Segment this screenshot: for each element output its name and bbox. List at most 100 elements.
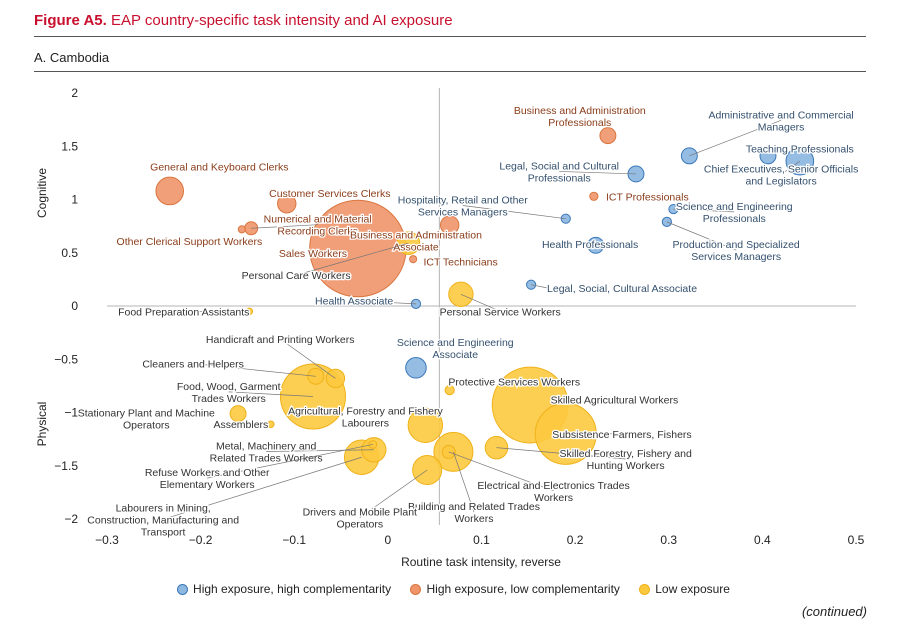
leader-line bbox=[251, 224, 318, 229]
y-axis-title-bottom: Physical bbox=[35, 402, 49, 447]
x-tick-label: 0.4 bbox=[754, 533, 771, 547]
point-label-line: Building and Related Trades bbox=[408, 501, 540, 513]
point-label-line: Science and Engineering bbox=[397, 337, 514, 349]
y-tick-label: 1.5 bbox=[61, 139, 78, 153]
point-label-line: Transport bbox=[141, 526, 186, 538]
point-label-line: Operators bbox=[336, 519, 383, 531]
point-label: Food, Wood, Garment Trades Workers bbox=[177, 381, 281, 405]
x-tick-label: 0.1 bbox=[473, 533, 490, 547]
point-label: Metal, Machinery and Related Trades Worke… bbox=[210, 441, 323, 465]
leader-line bbox=[266, 449, 374, 452]
bubble-point bbox=[599, 127, 617, 145]
bubble-point bbox=[589, 191, 599, 201]
leader-line bbox=[673, 208, 735, 213]
leader-line bbox=[359, 469, 428, 518]
point-label-line: ICT Professionals bbox=[606, 191, 689, 203]
figure-title: Figure A5. EAP country-specific task int… bbox=[34, 12, 453, 29]
bubble-point bbox=[444, 385, 455, 396]
point-label-line: Stationary Plant and Machine bbox=[78, 408, 215, 420]
y-axis-title-top: Cognitive bbox=[35, 168, 49, 218]
x-axis-title: Routine task intensity, reverse bbox=[401, 555, 561, 569]
point-label-line: Food Preparation Assistants bbox=[118, 306, 249, 318]
point-label: Production and Specialized Services Manag… bbox=[673, 239, 800, 263]
point-label: Other Clerical Support Workers bbox=[117, 236, 263, 248]
leader-line bbox=[280, 338, 336, 379]
point-label: Handicraft and Printing Workers bbox=[206, 334, 355, 346]
leader-line bbox=[296, 242, 409, 276]
point-label: Labourers in Mining, Construction, Manufa… bbox=[87, 502, 239, 538]
x-tick-label: 0.5 bbox=[848, 533, 865, 547]
point-label: Sales Workers bbox=[279, 248, 347, 260]
point-label: ICT Professionals bbox=[606, 191, 689, 203]
bubble-point bbox=[560, 213, 571, 224]
point-label-line: and Legislators bbox=[745, 176, 816, 188]
x-tick-label: 0.2 bbox=[567, 533, 584, 547]
legend-swatch-high-comp bbox=[177, 583, 189, 595]
point-label-line: Skilled Forestry, Fishery and bbox=[560, 448, 692, 460]
x-tick-label: 0.3 bbox=[660, 533, 677, 547]
point-label-line: Skilled Agricultural Workers bbox=[551, 395, 679, 407]
point-label-line: Labourers bbox=[342, 417, 389, 429]
point-label: Legal, Social, Cultural Associate bbox=[547, 283, 697, 295]
point-label: Stationary Plant and Machine Operators bbox=[78, 408, 215, 432]
point-label-line: Associate bbox=[393, 242, 439, 254]
point-label-line: Assemblers bbox=[213, 419, 268, 431]
figure-label: Figure A5. bbox=[34, 12, 107, 29]
point-label-line: Health Professionals bbox=[542, 239, 638, 251]
bubble-point bbox=[439, 215, 460, 235]
continued-note: (continued) bbox=[801, 604, 867, 619]
point-label: Science and Engineering Associate bbox=[397, 337, 514, 361]
leader-line bbox=[163, 456, 362, 520]
point-label-line: Construction, Manufacturing and bbox=[87, 514, 239, 526]
point-label-line: Sales Workers bbox=[279, 248, 347, 260]
y-tick-label: −1 bbox=[64, 406, 78, 420]
panel-rule bbox=[34, 71, 866, 72]
point-label: Administrative and Commercial Managers bbox=[708, 109, 853, 133]
point-label: Business and Administration Associate bbox=[350, 230, 482, 254]
y-tick-label: 2 bbox=[71, 86, 78, 100]
point-label-line: Chief Executives, Senior Officials bbox=[704, 164, 858, 176]
point-label-line: Drivers and Mobile Plant bbox=[303, 507, 417, 519]
point-label-line: Hunting Workers bbox=[587, 460, 665, 472]
legend-item-high-comp: High exposure, high complementarity bbox=[177, 582, 391, 596]
legend-label: Low exposure bbox=[655, 582, 730, 596]
point-label: Numerical and Material Recording Clerks bbox=[264, 214, 372, 238]
bubble-point bbox=[405, 356, 427, 379]
legend-swatch-low-comp bbox=[410, 583, 422, 595]
point-label: Agricultural, Forestry and Fishery Labour… bbox=[288, 405, 443, 429]
point-label: Food Preparation Assistants bbox=[118, 306, 249, 318]
y-tick-label: 0 bbox=[71, 299, 78, 313]
bubble-point bbox=[229, 405, 247, 423]
point-label-line: Business and Administration bbox=[350, 230, 482, 242]
point-label: Health Associate bbox=[315, 296, 393, 308]
point-label-line: Business and Administration bbox=[514, 105, 646, 117]
point-label: Subsistence Farmers, Fishers bbox=[552, 429, 691, 441]
point-label: Skilled Agricultural Workers bbox=[551, 395, 679, 407]
point-label-line: Agricultural, Forestry and Fishery bbox=[288, 405, 443, 417]
point-label-line: Other Clerical Support Workers bbox=[117, 236, 263, 248]
legend-label: High exposure, low complementarity bbox=[426, 582, 620, 596]
leader-line bbox=[354, 300, 416, 305]
panel-title: A. Cambodia bbox=[34, 50, 110, 65]
point-label-line: Personal Service Workers bbox=[440, 306, 561, 318]
legend-item-low-exp: Low exposure bbox=[639, 582, 730, 596]
leader-line bbox=[559, 171, 636, 175]
title-rule bbox=[34, 36, 866, 37]
y-tick-label: −1.5 bbox=[54, 459, 78, 473]
leader-line bbox=[207, 444, 373, 479]
point-label-line: Hospitality, Retail and Other bbox=[398, 195, 528, 207]
leader-line bbox=[460, 293, 501, 312]
leader-line bbox=[496, 447, 626, 460]
point-label: Legal, Social and Cultural Professionals bbox=[499, 160, 619, 184]
leader-line bbox=[531, 284, 548, 289]
point-label: Drivers and Mobile Plant Operators bbox=[303, 507, 417, 531]
point-label-line: Numerical and Material bbox=[264, 214, 372, 226]
point-label-line: Elementary Workers bbox=[160, 479, 255, 491]
point-label: Electrical and Electronics Trades Workers bbox=[477, 480, 629, 504]
point-label: Assemblers bbox=[213, 419, 268, 431]
x-tick-label: 0 bbox=[385, 533, 392, 547]
point-label: Personal Care Workers bbox=[242, 270, 351, 282]
y-tick-label: 0.5 bbox=[61, 246, 78, 260]
point-label-line: Professionals bbox=[548, 117, 611, 129]
